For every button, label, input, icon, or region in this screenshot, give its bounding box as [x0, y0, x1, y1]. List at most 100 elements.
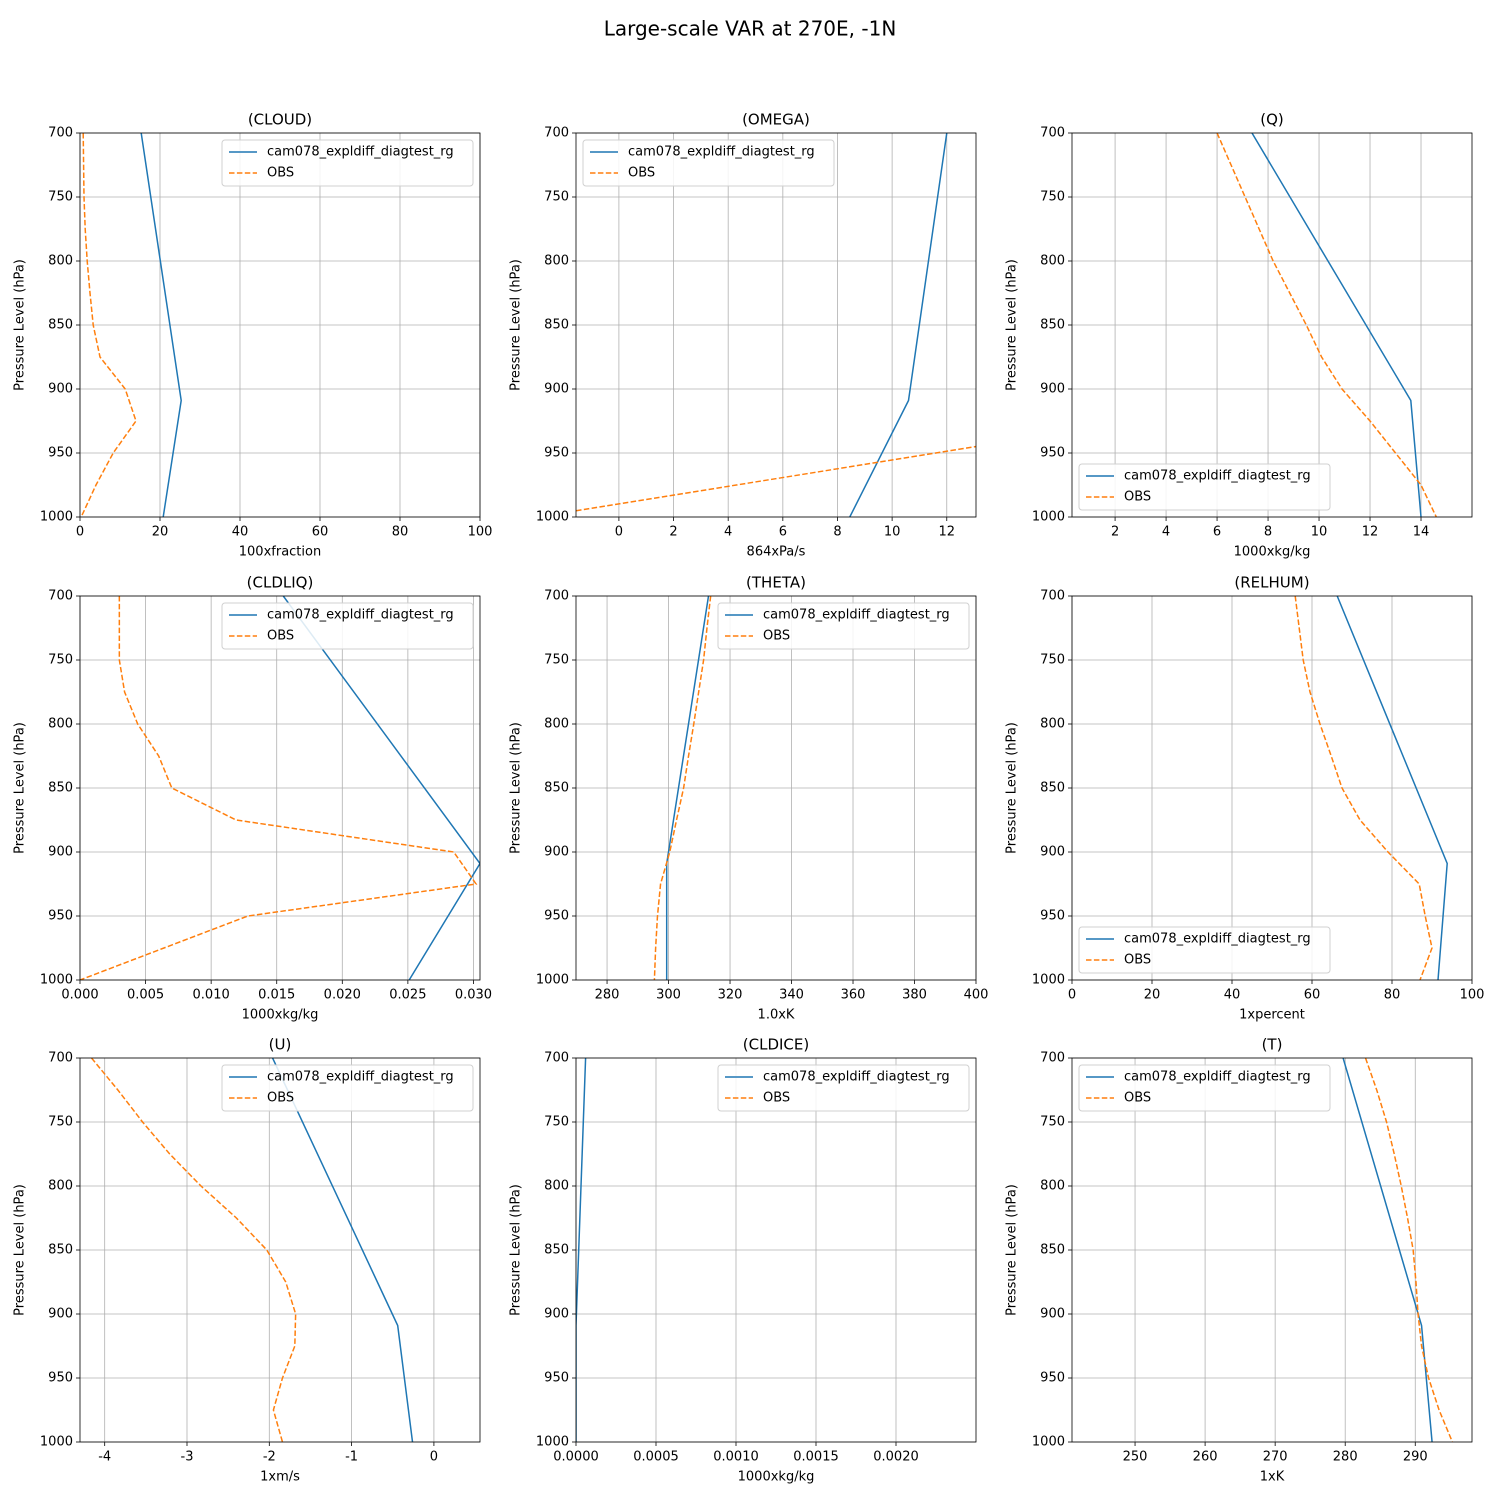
y-tick-label: 950 [1040, 1371, 1065, 1386]
data-line [653, 596, 712, 980]
x-tick-label: 40 [232, 525, 249, 540]
x-axis-label: 1xK [1260, 1470, 1285, 1485]
x-tick-label: 290 [1403, 1450, 1428, 1465]
x-axis-label: 864xPa/s [747, 545, 806, 560]
y-axis-label: Pressure Level (hPa) [509, 1184, 524, 1316]
y-tick-label: 950 [1040, 446, 1065, 461]
y-tick-label: 750 [1040, 1115, 1065, 1130]
x-tick-label: 0.030 [455, 988, 492, 1003]
axes-frame [575, 1057, 977, 1443]
y-tick-label: 850 [544, 318, 569, 333]
y-tick-label: 850 [1040, 318, 1065, 333]
legend-label: OBS [763, 1091, 790, 1106]
x-tick-label: 280 [595, 988, 620, 1003]
x-tick-label: 60 [1304, 988, 1321, 1003]
x-tick-label: 270 [1263, 1450, 1288, 1465]
y-tick-label: 900 [544, 1307, 569, 1322]
axes-frame [79, 595, 481, 981]
y-tick-label: 900 [48, 1307, 73, 1322]
y-tick-label: 700 [1040, 589, 1065, 604]
y-tick-label: 700 [544, 589, 569, 604]
x-tick-label: 0.0015 [793, 1450, 839, 1465]
x-tick-label: 8 [1264, 525, 1272, 540]
legend-label: cam078_expldiff_diagtest_rg [267, 1070, 454, 1085]
x-tick-label: 0.005 [127, 988, 164, 1003]
y-tick-label: 800 [48, 1179, 73, 1194]
legend-label: cam078_expldiff_diagtest_rg [1124, 1070, 1311, 1085]
legend-box [1078, 463, 1331, 511]
y-tick-label: 800 [1040, 254, 1065, 269]
legend-label: OBS [1124, 953, 1151, 968]
legend-box [221, 1064, 474, 1112]
y-tick-label: 700 [48, 126, 73, 141]
data-line [282, 596, 480, 980]
y-tick-label: 950 [1040, 909, 1065, 924]
x-tick-label: 20 [1144, 988, 1161, 1003]
x-tick-label: -1 [345, 1450, 358, 1465]
y-tick-label: 750 [1040, 190, 1065, 205]
data-line [1294, 596, 1433, 980]
y-axis-label: Pressure Level (hPa) [1005, 259, 1020, 391]
x-tick-label: 6 [779, 525, 787, 540]
y-tick-label: 1000 [1032, 510, 1065, 525]
y-tick-label: 900 [1040, 1307, 1065, 1322]
y-axis-label: Pressure Level (hPa) [1005, 1184, 1020, 1316]
panel-title: (CLOUD) [248, 111, 312, 129]
y-axis-label: Pressure Level (hPa) [509, 722, 524, 854]
legend-label: cam078_expldiff_diagtest_rg [267, 145, 454, 160]
y-tick-label: 850 [1040, 1243, 1065, 1258]
panel-title: (THETA) [746, 574, 806, 592]
y-tick-label: 800 [1040, 717, 1065, 732]
legend-label: cam078_expldiff_diagtest_rg [267, 608, 454, 623]
y-tick-label: 850 [1040, 781, 1065, 796]
x-tick-label: 2 [669, 525, 677, 540]
axes-frame [79, 1057, 481, 1443]
x-tick-label: 0.000 [61, 988, 98, 1003]
panel-title: (Q) [1260, 111, 1284, 129]
legend-label: OBS [628, 166, 655, 181]
x-tick-label: 0.025 [389, 988, 426, 1003]
y-tick-label: 750 [544, 190, 569, 205]
legend-box [582, 139, 835, 187]
x-tick-label: 80 [1384, 988, 1401, 1003]
x-axis-label: 1000xkg/kg [1234, 545, 1311, 560]
y-tick-label: 950 [544, 1371, 569, 1386]
x-tick-label: 0.0010 [713, 1450, 759, 1465]
x-tick-label: 0.0005 [633, 1450, 679, 1465]
data-line [1216, 133, 1437, 517]
x-axis-label: 1.0xK [758, 1008, 795, 1023]
legend-label: cam078_expldiff_diagtest_rg [1124, 469, 1311, 484]
y-axis-label: Pressure Level (hPa) [1005, 722, 1020, 854]
x-tick-label: 0.010 [193, 988, 230, 1003]
y-tick-label: 1000 [1032, 973, 1065, 988]
y-tick-label: 1000 [40, 973, 73, 988]
y-axis-label: Pressure Level (hPa) [13, 1184, 28, 1316]
y-tick-label: 1000 [536, 1435, 569, 1450]
x-tick-label: 360 [841, 988, 866, 1003]
x-tick-label: 100 [1460, 988, 1485, 1003]
y-tick-label: 1000 [536, 973, 569, 988]
legend-label: OBS [1124, 490, 1151, 505]
y-tick-label: 750 [1040, 653, 1065, 668]
x-axis-label: 1000xkg/kg [242, 1008, 319, 1023]
x-tick-label: -4 [98, 1450, 111, 1465]
legend-box [221, 139, 474, 187]
x-tick-label: 12 [938, 525, 955, 540]
x-tick-label: 0 [615, 525, 623, 540]
y-tick-label: 900 [1040, 845, 1065, 860]
y-tick-label: 950 [48, 909, 73, 924]
x-tick-label: 10 [884, 525, 901, 540]
legend-label: OBS [1124, 1091, 1151, 1106]
y-tick-label: 750 [48, 653, 73, 668]
legend-label: OBS [267, 629, 294, 644]
x-tick-label: 0.0000 [553, 1450, 599, 1465]
axes-frame [575, 595, 977, 981]
x-tick-label: 300 [656, 988, 681, 1003]
legend-box [221, 602, 474, 650]
x-tick-label: 4 [1162, 525, 1170, 540]
x-tick-label: -3 [181, 1450, 194, 1465]
x-tick-label: 100 [468, 525, 493, 540]
data-line [1364, 1058, 1454, 1442]
y-tick-label: 1000 [40, 510, 73, 525]
